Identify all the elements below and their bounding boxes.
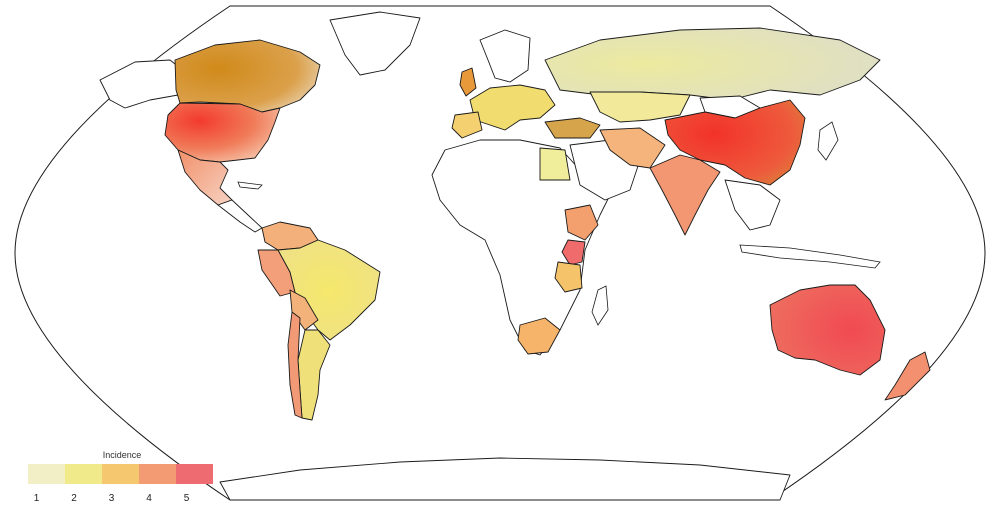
region-turkey xyxy=(544,117,601,139)
region-madagascar xyxy=(591,285,609,326)
region-antarctica xyxy=(219,457,791,501)
region-iberia xyxy=(451,111,483,139)
region-uk xyxy=(459,67,477,97)
region-japan xyxy=(817,121,839,161)
region-australia xyxy=(769,284,886,376)
region-cuba xyxy=(237,181,263,190)
legend-swatch-5 xyxy=(176,464,213,484)
legend-swatch-4 xyxy=(139,464,176,484)
region-ethiopia xyxy=(564,204,599,241)
legend-scale xyxy=(28,464,213,484)
legend-swatch-3 xyxy=(102,464,139,484)
region-brazil xyxy=(277,239,381,341)
legend-tick-5: 5 xyxy=(184,493,190,504)
region-europe xyxy=(469,84,556,131)
legend-swatch-2 xyxy=(65,464,102,484)
region-mexico xyxy=(177,149,233,206)
region-bolivia-paraguay xyxy=(289,289,319,331)
region-india xyxy=(649,154,721,236)
region-southeast-asia xyxy=(724,179,781,231)
region-tanzania xyxy=(554,261,583,293)
region-egypt xyxy=(539,147,571,181)
legend-swatch-1 xyxy=(28,464,65,484)
region-indonesia xyxy=(739,244,881,269)
legend-tick-2: 2 xyxy=(71,493,77,504)
region-chile xyxy=(287,311,303,419)
region-kenya xyxy=(561,239,586,266)
region-scandinavia xyxy=(479,29,531,83)
region-new-zealand xyxy=(884,351,931,401)
legend-tick-3: 3 xyxy=(109,493,115,504)
region-south-africa xyxy=(517,317,561,355)
region-greenland xyxy=(329,11,421,76)
legend-ticks: 1 2 3 4 5 xyxy=(34,493,190,504)
region-kazakhstan xyxy=(589,91,691,123)
legend: Incidence 1 2 3 4 5 xyxy=(28,450,213,504)
region-china xyxy=(664,99,806,186)
region-united-states xyxy=(164,102,281,163)
legend-title: Incidence xyxy=(103,450,142,460)
legend-tick-4: 4 xyxy=(146,493,152,504)
legend-tick-1: 1 xyxy=(34,493,40,504)
